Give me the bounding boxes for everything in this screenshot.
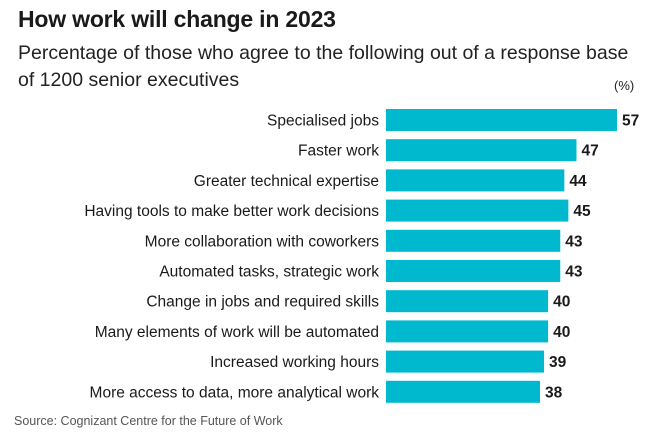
chart-title: How work will change in 2023 <box>18 6 336 32</box>
category-label: Many elements of work will be automated <box>95 324 379 341</box>
category-label: Automated tasks, strategic work <box>159 264 379 281</box>
value-label: 38 <box>545 384 563 401</box>
value-label: 43 <box>565 233 583 250</box>
category-label: Faster work <box>298 143 379 160</box>
value-label: 57 <box>622 113 639 130</box>
value-label: 47 <box>581 143 598 160</box>
bar <box>386 320 549 343</box>
value-label: 40 <box>553 294 570 311</box>
category-label: Increased working hours <box>210 354 379 371</box>
value-label: 43 <box>565 264 583 281</box>
value-label: 39 <box>549 354 567 371</box>
bar <box>386 290 549 313</box>
bar <box>386 139 577 162</box>
value-label: 40 <box>553 324 570 341</box>
category-label: Change in jobs and required skills <box>146 294 379 311</box>
value-label: 44 <box>569 173 587 190</box>
bar <box>386 199 569 222</box>
category-label: More access to data, more analytical wor… <box>90 384 380 401</box>
bar <box>386 229 561 252</box>
bar <box>386 169 565 192</box>
bar <box>386 260 561 282</box>
bar <box>386 380 540 403</box>
category-label: More collaboration with coworkers <box>145 233 380 250</box>
value-label: 45 <box>573 203 591 220</box>
category-label: Having tools to make better work decisio… <box>84 203 379 220</box>
bar <box>386 109 617 131</box>
category-label: Specialised jobs <box>267 113 379 130</box>
category-label: Greater technical expertise <box>194 173 379 190</box>
unit-label: (%) <box>614 78 635 93</box>
source-note: Source: Cognizant Centre for the Future … <box>14 414 283 428</box>
bar <box>386 350 545 373</box>
chart-subtitle: Percentage of those who agree to the fol… <box>18 42 629 91</box>
